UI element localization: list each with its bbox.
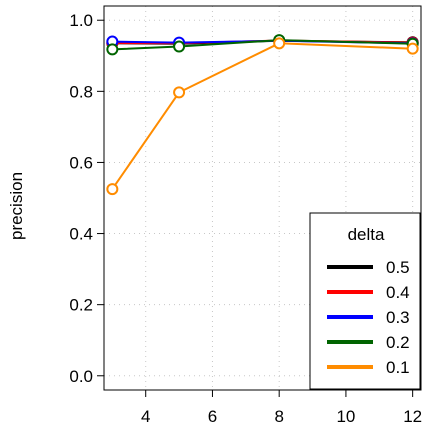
x-tick-label: 8 — [274, 407, 283, 426]
legend-item: 0.3 — [327, 308, 410, 327]
legend-item: 0.5 — [327, 258, 410, 277]
series-line — [111, 42, 413, 190]
legend-title: delta — [348, 225, 385, 244]
axes: 0.0 0.2 0.4 0.6 0.8 1.0 4 6 8 10 12 — [69, 11, 422, 426]
x-tick-label: 4 — [141, 407, 150, 426]
data-point — [106, 43, 119, 56]
y-axis-title: precision — [7, 172, 26, 240]
legend-item: 0.1 — [327, 358, 410, 377]
data-point — [406, 42, 419, 55]
legend-label: 0.1 — [386, 358, 410, 377]
x-tick-label: 10 — [336, 407, 355, 426]
legend-label: 0.3 — [386, 308, 410, 327]
plot-frame — [103, 5, 422, 391]
y-tick-label: 0.0 — [69, 367, 93, 386]
data-point — [173, 86, 186, 99]
x-tick-label: 6 — [208, 407, 217, 426]
y-tick-label: 0.6 — [69, 153, 93, 172]
legend: delta 0.5 0.4 0.3 0.2 0.1 — [309, 212, 421, 390]
series-layer — [106, 34, 419, 196]
legend-label: 0.5 — [386, 258, 410, 277]
series-delta-0.1 — [106, 37, 419, 196]
series-line — [112, 39, 413, 51]
y-tick-label: 1.0 — [69, 11, 93, 30]
y-tick-label: 0.8 — [69, 82, 93, 101]
data-point — [173, 40, 186, 53]
legend-item: 0.4 — [327, 283, 410, 302]
y-tick-label: 0.2 — [69, 296, 93, 315]
data-point — [106, 183, 119, 196]
y-tick-label: 0.4 — [69, 225, 93, 244]
legend-label: 0.4 — [386, 283, 410, 302]
legend-label: 0.2 — [386, 333, 410, 352]
x-tick-label: 12 — [403, 407, 422, 426]
legend-box — [309, 212, 421, 390]
data-point — [273, 37, 286, 50]
legend-items: 0.5 0.4 0.3 0.2 0.1 — [327, 258, 410, 377]
legend-item: 0.2 — [327, 333, 410, 352]
